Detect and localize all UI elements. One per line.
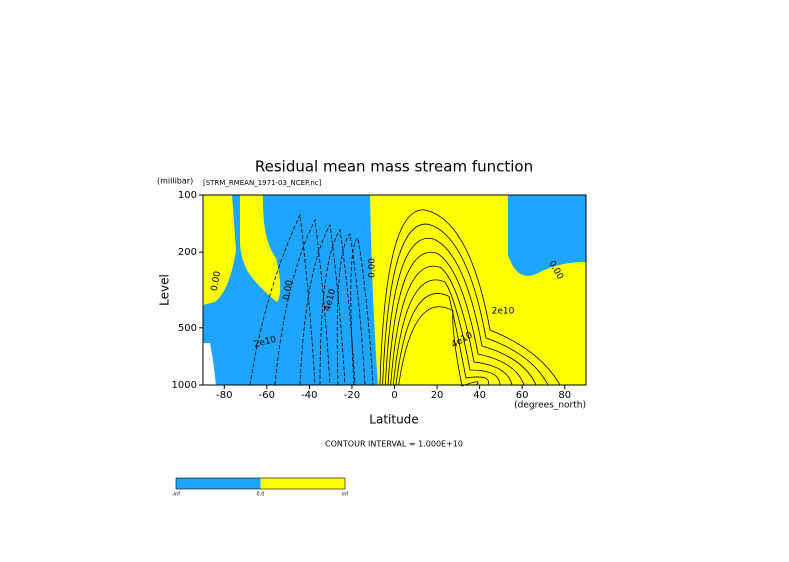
colorbar-frame (175, 477, 346, 490)
x-label: Latitude (369, 413, 418, 427)
y-label: Level (158, 274, 172, 306)
colorbar-label: inf (342, 492, 349, 498)
negative-contour (274, 218, 331, 386)
y-units: (millibar) (157, 177, 193, 186)
x-tick-label: -80 (216, 390, 232, 401)
x-tick-label: 60 (516, 390, 529, 401)
x-tick-label: 40 (473, 390, 486, 401)
chart-title: Residual mean mass stream function (255, 158, 533, 176)
missing-region (203, 343, 216, 385)
x-tick-label: 0 (391, 390, 397, 401)
positive-contour (387, 251, 525, 386)
positive-contour (392, 279, 501, 386)
subtitle: [STRM_RMEAN_1971-03_NCEP.nc] (203, 179, 322, 187)
colorbar-swatch (176, 478, 261, 489)
x-tick-label: -20 (344, 390, 360, 401)
contour-label: 0.00 (368, 258, 378, 278)
y-tick-label: 1000 (172, 380, 197, 391)
negative-contour (299, 223, 346, 386)
negative-contour (319, 228, 356, 386)
x-tick-label: -60 (259, 390, 275, 401)
y-tick-label: 500 (178, 323, 197, 334)
footnote: CONTOUR INTERVAL = 1.000E+10 (325, 440, 463, 449)
positive-contour (382, 223, 549, 386)
positive-contour (390, 265, 513, 386)
x-units: (degrees_north) (514, 401, 586, 411)
positive-contour (398, 306, 479, 387)
positive-contour (384, 237, 537, 386)
colorbar-label: -inf (172, 492, 180, 498)
y-tick-label: 200 (178, 247, 197, 258)
contour-label: 0.00 (282, 279, 295, 301)
y-tick-label: 100 (178, 190, 197, 201)
colorbar-label: 0.0 (257, 492, 265, 498)
negative-contour (336, 233, 366, 386)
contour-label: 2e10 (492, 307, 515, 317)
positive-region (370, 195, 586, 385)
negative-contour (350, 237, 374, 386)
x-tick-label: 20 (431, 390, 444, 401)
negative-contour (249, 213, 316, 386)
x-tick-label: 80 (558, 390, 571, 401)
colorbar-swatch (260, 478, 345, 489)
positive-region (240, 195, 281, 302)
contour-field (202, 194, 587, 387)
positive-region (203, 195, 236, 305)
contour-label: 0.00 (210, 270, 223, 292)
x-tick-label: -40 (301, 390, 317, 401)
positive-contour (379, 209, 561, 386)
